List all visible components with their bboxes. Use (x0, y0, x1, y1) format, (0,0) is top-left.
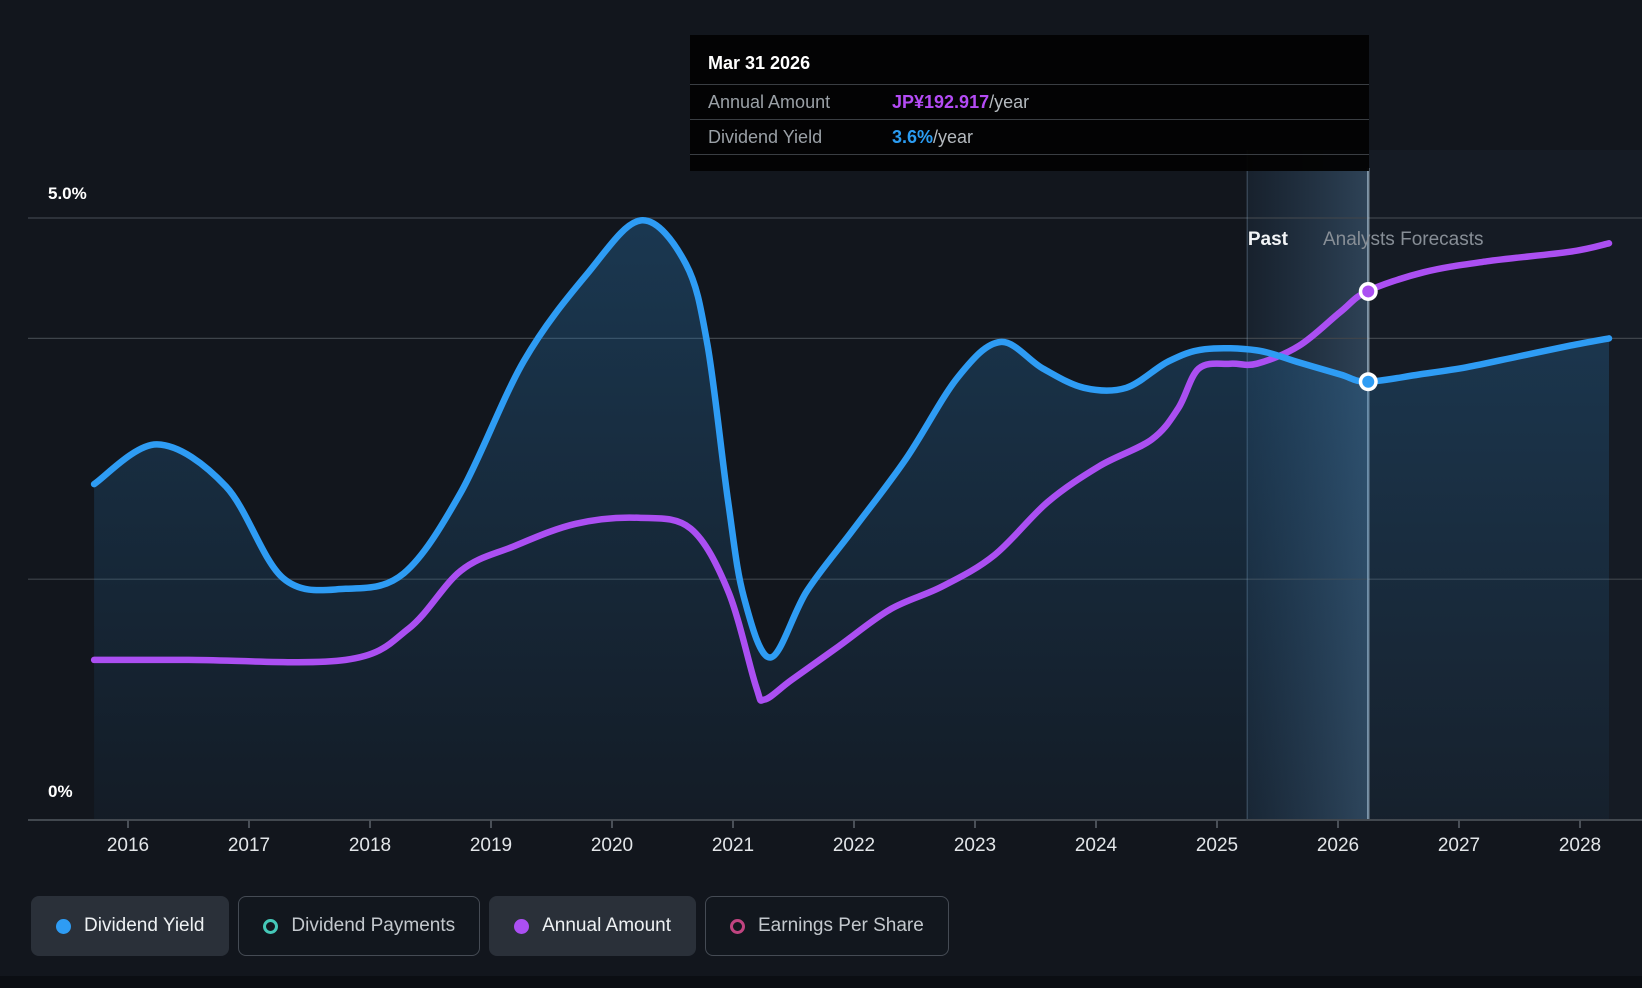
x-axis-year-label: 2028 (1559, 835, 1601, 856)
x-axis-year-label: 2026 (1317, 835, 1359, 856)
legend-button-annual-amount[interactable]: Annual Amount (489, 896, 696, 956)
x-axis-year-label: 2019 (470, 835, 512, 856)
legend-label: Earnings Per Share (758, 915, 924, 936)
y-axis-label-top: 5.0% (48, 184, 87, 203)
dividend-yield-dot-icon (56, 918, 71, 934)
tooltip-value: 3.6% (892, 126, 934, 147)
x-axis-year-label: 2023 (954, 835, 996, 856)
x-axis-year-label: 2027 (1438, 835, 1480, 856)
x-axis-year-label: 2022 (833, 835, 875, 856)
tooltip-label: Dividend Yield (708, 126, 823, 147)
x-axis-year-label: 2025 (1196, 835, 1238, 856)
legend-label: Dividend Yield (84, 915, 205, 936)
annual-amount-dot-icon (514, 918, 530, 934)
forecasts-label: Analysts Forecasts (1323, 229, 1484, 250)
x-axis-year-label: 2020 (591, 835, 633, 856)
tooltip-rows: Annual Amount JP¥192.917 /year Dividend … (690, 84, 1369, 155)
legend-button-dividend-yield[interactable]: Dividend Yield (31, 896, 230, 956)
tooltip-unit: /year (933, 126, 974, 147)
tooltip-row-dividend-yield: Dividend Yield 3.6% /year (690, 119, 1369, 154)
dividend-yield-area (94, 220, 1610, 820)
y-axis-label-bottom: 0% (48, 782, 73, 801)
tooltip-label: Annual Amount (708, 91, 831, 112)
legend-button-dividend-payments[interactable]: Dividend Payments (238, 896, 481, 956)
bottom-strip (0, 976, 1642, 988)
past-label: Past (1247, 229, 1288, 250)
dividend-yield-marker-center (1362, 375, 1375, 388)
legend-label: Annual Amount (542, 915, 671, 936)
tooltip: Mar 31 2026 Annual Amount JP¥192.917 /ye… (690, 35, 1369, 171)
legend-button-earnings-per-share[interactable]: Earnings Per Share (705, 896, 949, 956)
x-axis-year-label: 2024 (1075, 835, 1118, 856)
x-axis-year-label: 2018 (349, 835, 391, 856)
earnings-per-share-dot-icon (730, 918, 745, 934)
annual-amount-marker-center (1362, 285, 1375, 298)
legend: Dividend Yield Dividend Payments Annual … (31, 896, 949, 956)
annual-amount-line (90, 240, 1613, 704)
dividend-payments-dot-icon (263, 918, 279, 934)
legend-label: Dividend Payments (291, 915, 456, 936)
x-axis-year-label: 2021 (712, 835, 754, 856)
dividend-yield-line (90, 217, 1613, 661)
tooltip-value: JP¥192.917 (892, 91, 990, 112)
x-axis-year-label: 2017 (228, 835, 270, 856)
tooltip-date: Mar 31 2026 (708, 53, 811, 73)
x-axis-year-label: 2016 (107, 835, 149, 856)
tooltip-unit: /year (989, 91, 1030, 112)
tooltip-row-annual-amount: Annual Amount JP¥192.917 /year (690, 84, 1369, 119)
